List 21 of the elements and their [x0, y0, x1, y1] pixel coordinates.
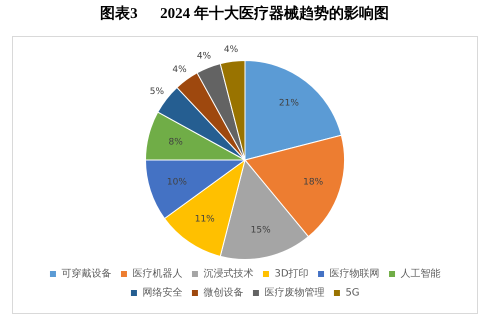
data-label: 10% — [166, 177, 188, 188]
legend-label: 可穿戴设备 — [61, 268, 112, 280]
legend-label: 沉浸式技术 — [203, 268, 254, 280]
legend-label: 医疗废物管理 — [264, 286, 324, 299]
data-label: 5% — [150, 87, 165, 98]
data-label: 4% — [224, 44, 239, 55]
data-label: 21% — [278, 98, 300, 109]
legend-label: 网络安全 — [142, 286, 182, 299]
data-label: 4% — [196, 52, 212, 62]
legend-label: 医疗物联网 — [330, 268, 380, 280]
legend-label: 5G — [345, 288, 360, 299]
data-label: 18% — [303, 177, 324, 188]
legend-label: 微创设备 — [203, 286, 244, 299]
legend-label: 3D打印 — [274, 268, 309, 280]
legend-label: 人工智能 — [400, 268, 441, 280]
legend-label: 医疗机器人 — [132, 268, 182, 280]
data-label: 8% — [168, 138, 184, 148]
chart-title: 图表3 2024 年十大医疗器械趋势的影响图 — [99, 4, 390, 23]
data-label: 15% — [250, 225, 272, 236]
data-label: 4% — [172, 65, 188, 76]
data-label: 11% — [194, 214, 216, 225]
